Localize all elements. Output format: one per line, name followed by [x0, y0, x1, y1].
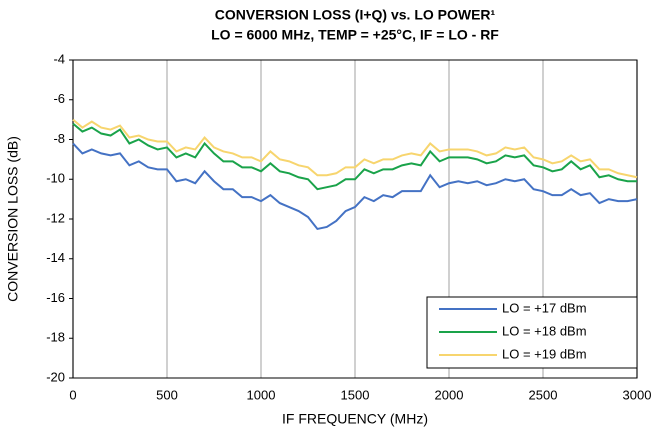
series-line [72, 122, 637, 191]
x-tick-label: 1000 [247, 387, 276, 402]
legend-label: LO = +17 dBm [502, 300, 587, 315]
x-tick-label: 2500 [529, 387, 558, 402]
plot-border [72, 59, 638, 379]
y-tick-label: -6 [53, 91, 65, 106]
legend-label: LO = +18 dBm [502, 323, 587, 338]
series-line [72, 142, 638, 231]
x-tick-label: 3000 [623, 387, 652, 402]
y-tick-label: -8 [53, 131, 65, 146]
y-tick-label: -10 [46, 171, 65, 186]
chart-title: CONVERSION LOSS (I+Q) vs. LO POWER¹ [215, 7, 496, 23]
y-tick-label: -14 [46, 250, 65, 265]
x-tick-label: 1500 [341, 387, 370, 402]
y-tick-label: -4 [53, 51, 65, 66]
legend-label: LO = +19 dBm [502, 346, 587, 361]
y-tick-label: -18 [46, 330, 65, 345]
y-tick-label: -12 [46, 210, 65, 225]
x-axis-label: IF FREQUENCY (MHz) [282, 411, 428, 427]
y-tick-label: -20 [46, 369, 65, 384]
y-tick-label: -16 [46, 290, 65, 305]
x-tick-label: 0 [69, 387, 76, 402]
x-tick-label: 2000 [435, 387, 464, 402]
x-tick-label: 500 [156, 387, 178, 402]
chart-subtitle: LO = 6000 MHz, TEMP = +25°C, IF = LO - R… [211, 27, 499, 43]
series-line [72, 118, 638, 179]
y-axis-label: CONVERSION LOSS (dB) [5, 136, 21, 302]
